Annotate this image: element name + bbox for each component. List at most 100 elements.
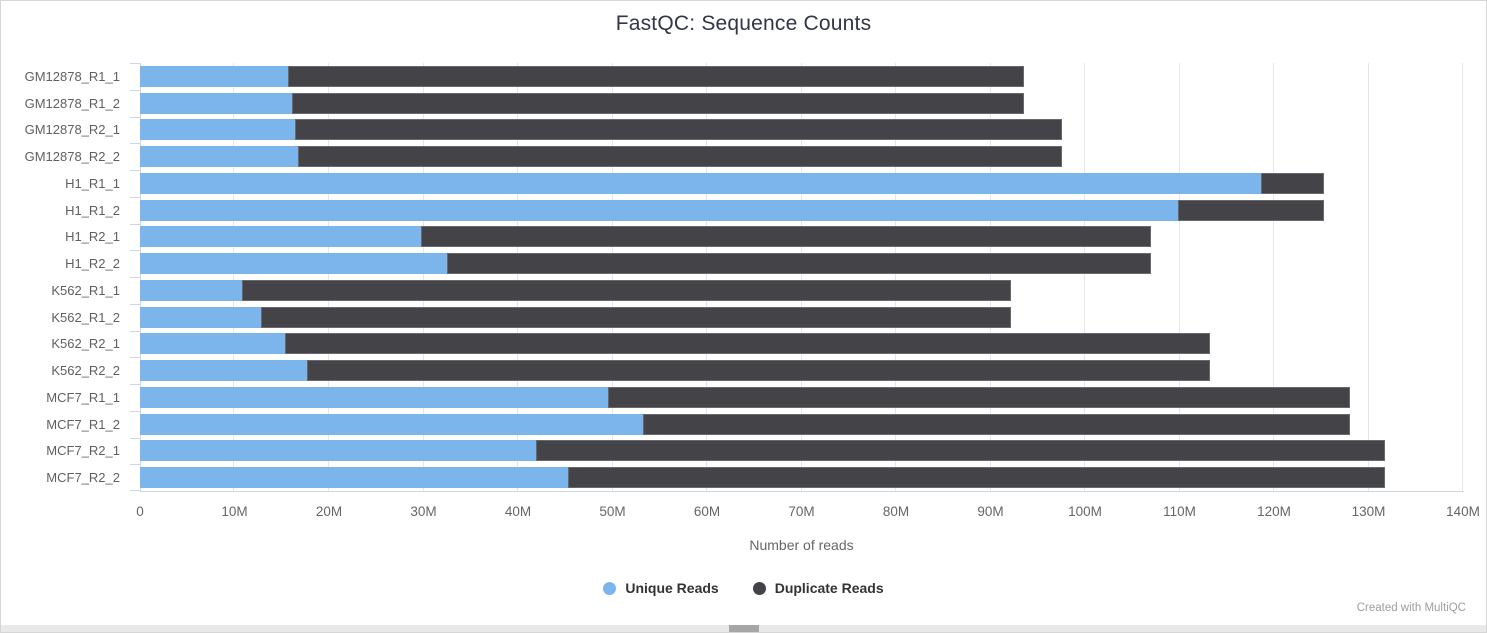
x-tick-label: 30M (410, 504, 437, 519)
bar-row-H1_R1_1 (140, 170, 1463, 197)
legend-item-duplicate-reads[interactable]: Duplicate Reads (752, 580, 884, 596)
y-label-MCF7_R2_2: MCF7_R2_2 (46, 470, 120, 486)
bar-duplicate-reads[interactable] (294, 119, 1063, 141)
gridline-120M (1273, 63, 1274, 491)
y-axis-tick (130, 490, 140, 491)
x-tick-label: 40M (504, 504, 532, 519)
bar-unique-reads[interactable] (140, 65, 289, 87)
x-tick-label: 50M (599, 504, 626, 519)
bar-unique-reads[interactable] (140, 467, 569, 489)
x-tick-label: 20M (315, 504, 343, 519)
y-label-H1_R2_1: H1_R2_1 (65, 229, 120, 245)
x-tick-label: 60M (693, 504, 721, 519)
bar-row-K562_R2_1 (140, 331, 1463, 358)
y-axis-tick (130, 170, 140, 171)
bar-row-H1_R2_2 (140, 250, 1463, 277)
y-label-K562_R1_1: K562_R1_1 (51, 282, 120, 298)
bar-duplicate-reads[interactable] (642, 413, 1350, 435)
y-axis-tick (130, 357, 140, 359)
y-label-H1_R1_2: H1_R1_2 (65, 202, 120, 218)
bar-row-MCF7_R1_2 (140, 411, 1463, 438)
bar-unique-reads[interactable] (140, 440, 536, 462)
y-axis-tick (130, 116, 140, 118)
y-axis-tick (130, 303, 140, 305)
bar-duplicate-reads[interactable] (1177, 199, 1325, 221)
y-axis-tick (130, 277, 140, 278)
bar-row-MCF7_R1_1 (140, 384, 1463, 411)
x-tick-label: 0 (136, 504, 144, 519)
gridline-70M (800, 63, 802, 491)
bar-duplicate-reads[interactable] (420, 226, 1152, 248)
bar-duplicate-reads[interactable] (284, 333, 1210, 355)
chart-legend: Unique Reads Duplicate Reads (1, 580, 1486, 596)
legend-item-unique-reads[interactable]: Unique Reads (603, 580, 719, 596)
chart-title: FastQC: Sequence Counts (615, 12, 872, 35)
gridline-30M (422, 63, 424, 491)
x-tick-label: 90M (977, 504, 1004, 519)
bar-unique-reads[interactable] (140, 226, 421, 248)
x-tick-label: 110M (1163, 504, 1196, 519)
bar-duplicate-reads[interactable] (535, 440, 1385, 462)
bar-unique-reads[interactable] (140, 146, 298, 168)
x-tick-label: 100M (1068, 504, 1102, 519)
bar-row-GM12878_R2_1 (140, 117, 1463, 144)
bar-duplicate-reads[interactable] (607, 386, 1350, 408)
bar-row-GM12878_R1_1 (140, 63, 1463, 90)
bar-row-K562_R2_2 (140, 357, 1463, 384)
horizontal-scrollbar[interactable] (1, 625, 1486, 632)
gridline-80M (894, 63, 896, 491)
y-label-H1_R2_2: H1_R2_2 (65, 256, 120, 272)
y-axis-tick (130, 330, 140, 332)
bar-duplicate-reads[interactable] (447, 253, 1152, 275)
gridline-50M (611, 63, 613, 491)
bar-row-K562_R1_1 (140, 277, 1463, 304)
y-label-MCF7_R1_2: MCF7_R1_2 (46, 416, 120, 432)
y-axis-tick (130, 223, 140, 225)
y-axis-line (140, 63, 141, 491)
bar-unique-reads[interactable] (140, 253, 448, 275)
y-axis-tick (130, 384, 140, 385)
bar-unique-reads[interactable] (140, 92, 293, 114)
bar-duplicate-reads[interactable] (292, 92, 1024, 114)
bar-duplicate-reads[interactable] (288, 65, 1024, 87)
gridline-90M (989, 63, 991, 491)
y-axis-labels: GM12878_R1_1 GM12878_R1_2 GM12878_R2_1 GM12… (1, 63, 128, 491)
bar-unique-reads[interactable] (140, 199, 1178, 221)
bar-duplicate-reads[interactable] (568, 467, 1385, 489)
y-label-GM12878_R2_2: GM12878_R2_2 (24, 149, 120, 165)
bar-unique-reads[interactable] (140, 386, 608, 408)
y-axis-tick (130, 437, 140, 439)
bar-duplicate-reads[interactable] (307, 360, 1210, 382)
bar-unique-reads[interactable] (140, 119, 295, 141)
bar-unique-reads[interactable] (140, 413, 643, 435)
bar-unique-reads[interactable] (140, 172, 1261, 194)
y-axis-tick (130, 89, 140, 91)
bar-unique-reads[interactable] (140, 333, 285, 355)
bar-row-K562_R1_2 (140, 304, 1463, 331)
bar-duplicate-reads[interactable] (1260, 172, 1325, 194)
scrollbar-thumb[interactable] (729, 625, 759, 632)
bar-unique-reads[interactable] (140, 306, 261, 328)
duplicate-reads-swatch-icon (752, 581, 766, 595)
y-label-K562_R2_1: K562_R2_1 (51, 336, 120, 352)
bar-unique-reads[interactable] (140, 360, 308, 382)
y-label-GM12878_R2_1: GM12878_R2_1 (24, 122, 120, 138)
unique-reads-swatch-icon (603, 581, 617, 595)
x-tick-label: 80M (882, 504, 910, 519)
bar-row-H1_R1_2 (140, 197, 1463, 224)
y-label-MCF7_R1_1: MCF7_R1_1 (46, 389, 120, 405)
legend-label: Unique Reads (625, 580, 719, 596)
gridline-140M (1462, 63, 1463, 491)
gridline-40M (516, 63, 518, 491)
multiqc-watermark: Created with MultiQC (1356, 602, 1466, 614)
bar-row-GM12878_R1_2 (140, 90, 1463, 117)
gridline-60M (706, 63, 707, 491)
bar-duplicate-reads[interactable] (297, 146, 1063, 168)
plot-area (130, 63, 1464, 492)
y-axis-tick (130, 196, 140, 198)
bar-duplicate-reads[interactable] (260, 306, 1012, 328)
bar-duplicate-reads[interactable] (242, 279, 1012, 301)
x-tick-label: 70M (788, 504, 815, 519)
bar-unique-reads[interactable] (140, 279, 243, 301)
